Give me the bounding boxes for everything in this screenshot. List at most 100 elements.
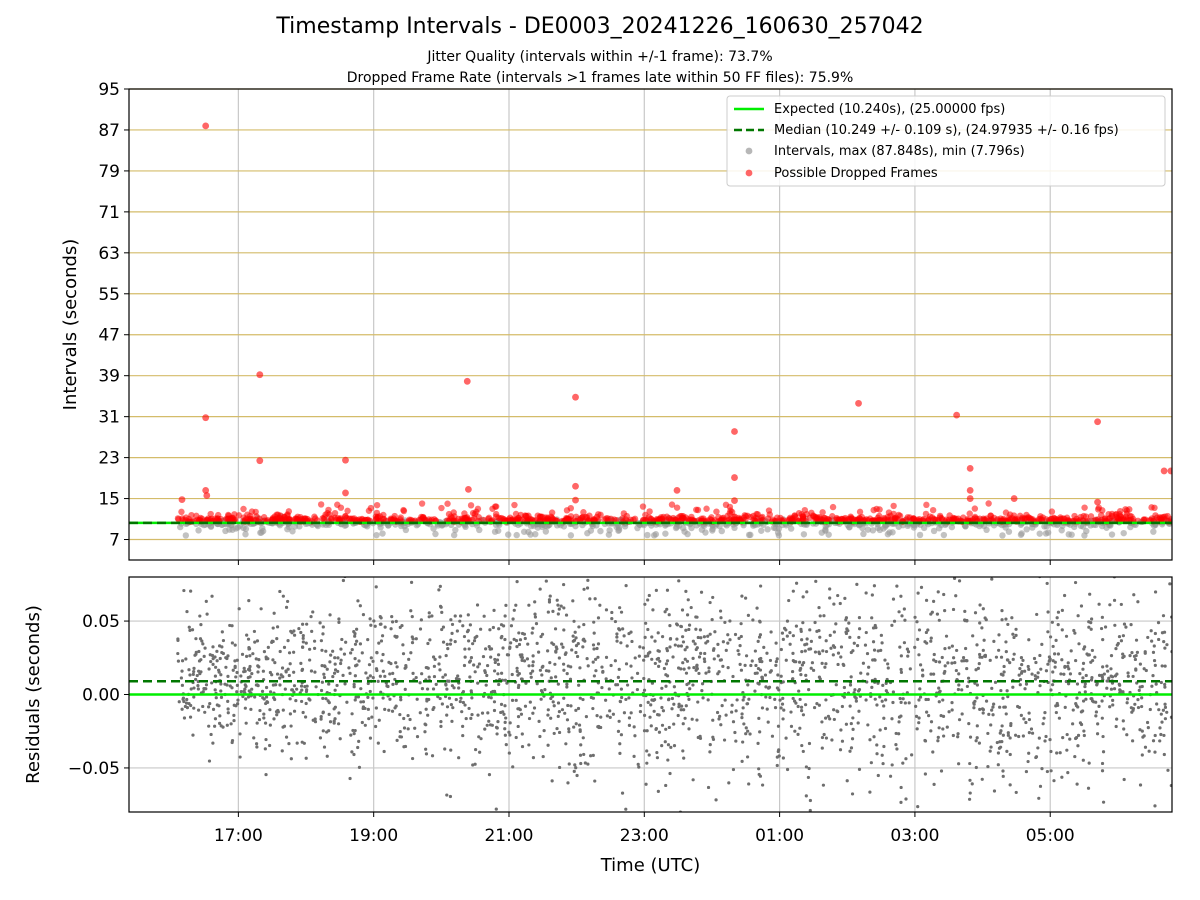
residual-point [960, 659, 964, 663]
residual-point [207, 724, 211, 728]
residual-point [1084, 697, 1088, 701]
residual-point [327, 712, 331, 716]
residual-point [872, 584, 877, 588]
dropped-frame-point [269, 516, 277, 523]
residual-point [379, 639, 384, 643]
residual-point [801, 621, 805, 625]
residual-point [740, 759, 744, 763]
residual-point [766, 686, 771, 690]
residual-point [1071, 722, 1075, 726]
residual-point [469, 716, 473, 720]
residual-point [381, 652, 385, 657]
residual-point [328, 660, 332, 664]
dropped-frame-point [597, 511, 604, 519]
residual-point [903, 701, 907, 705]
residual-point [810, 661, 815, 665]
residual-point [659, 696, 663, 700]
residual-point [578, 696, 582, 700]
residual-point [453, 614, 457, 618]
interval-point [846, 523, 853, 531]
residual-point [322, 675, 327, 680]
residual-point [913, 615, 917, 619]
residual-point [635, 687, 640, 692]
residual-point [360, 720, 364, 725]
residual-point [742, 722, 746, 726]
dropped-frame-point [444, 500, 451, 507]
residual-point [1063, 593, 1067, 598]
residual-point [286, 638, 290, 643]
residual-point [706, 698, 710, 702]
y-tick-label: 71 [98, 203, 120, 223]
residual-point [1051, 670, 1055, 674]
residual-point [427, 611, 431, 615]
residual-point [368, 736, 373, 740]
residual-point [263, 721, 268, 725]
residual-point [750, 659, 754, 663]
residual-point [799, 673, 803, 677]
residual-point [899, 654, 903, 658]
residual-point [873, 697, 877, 701]
residual-point [300, 688, 304, 692]
residual-point [341, 673, 345, 677]
residual-point [654, 588, 658, 592]
residual-point [275, 637, 279, 641]
residual-point [246, 676, 250, 680]
residual-point [462, 634, 467, 639]
dropped-frame-point [256, 457, 264, 465]
residual-point [737, 652, 741, 656]
residual-point [387, 708, 391, 712]
residual-point [824, 662, 828, 666]
residual-point [567, 730, 571, 734]
residual-point [929, 639, 933, 643]
residual-point [1017, 705, 1022, 710]
residual-point [1163, 702, 1167, 706]
interval-point [605, 531, 613, 538]
residual-point [669, 745, 673, 749]
residual-point [547, 600, 552, 604]
residual-point [301, 622, 305, 626]
residual-point [476, 681, 480, 685]
interval-point [1120, 529, 1127, 537]
residual-point [813, 620, 817, 625]
residual-point [261, 669, 265, 673]
residual-point [302, 741, 306, 745]
residual-point [549, 716, 553, 720]
residual-point [232, 718, 236, 723]
dropped-frame-point [572, 393, 579, 401]
residual-point [527, 603, 531, 607]
residual-point [956, 687, 961, 692]
dropped-frame-point [966, 510, 973, 517]
residual-point [485, 663, 490, 668]
residual-point [663, 740, 667, 744]
residual-point [243, 706, 247, 710]
residual-point [824, 649, 829, 654]
residual-point [998, 705, 1002, 709]
residual-point [943, 609, 947, 613]
residual-point [998, 740, 1002, 744]
residual-point [176, 637, 180, 641]
residual-point [198, 614, 202, 618]
residual-point [300, 668, 304, 672]
residual-point [1038, 653, 1042, 658]
residual-point [236, 698, 240, 702]
dropped-frame-point [985, 500, 992, 507]
residual-point [469, 656, 474, 660]
residual-point [615, 632, 619, 636]
residual-point [770, 571, 773, 574]
residual-point [664, 727, 668, 731]
interval-point [1017, 531, 1025, 538]
residual-point [461, 724, 465, 728]
residual-point [349, 733, 353, 737]
residual-point [872, 735, 876, 739]
residual-point [509, 641, 513, 645]
residual-point [1022, 717, 1026, 721]
residual-point [583, 761, 587, 765]
residual-point [1140, 704, 1144, 709]
residual-point [591, 643, 596, 647]
residual-point [388, 697, 392, 701]
residual-point [207, 705, 211, 709]
residual-point [530, 669, 535, 673]
residual-point [790, 669, 795, 674]
residual-point [945, 725, 949, 729]
residual-point [744, 726, 748, 730]
